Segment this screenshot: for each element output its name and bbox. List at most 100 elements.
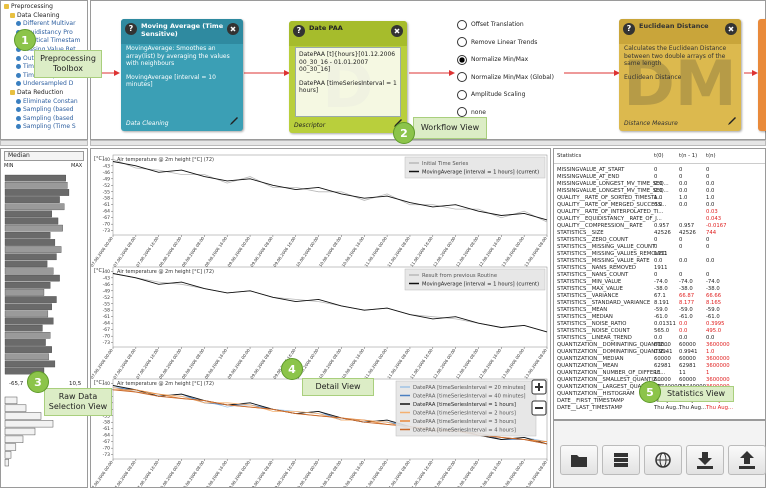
card-title: Date PAA bbox=[309, 24, 343, 32]
card-text: MovingAverage [interval = 10 minutes] bbox=[126, 73, 216, 89]
zoom-in[interactable] bbox=[531, 379, 547, 395]
normalization-option[interactable]: Normalize Min/Max (Global) bbox=[457, 72, 554, 84]
tree-item[interactable]: Different Multivar bbox=[23, 20, 76, 28]
scrollbar[interactable] bbox=[90, 140, 766, 146]
card-text: MovingAverage: Smoothes an array(list) b… bbox=[126, 45, 230, 67]
normalization-option[interactable]: none bbox=[457, 107, 486, 119]
close-icon[interactable] bbox=[725, 23, 737, 35]
globe-button[interactable] bbox=[644, 445, 682, 475]
stat-value: 66.66 bbox=[706, 293, 722, 299]
card-partial[interactable] bbox=[758, 19, 766, 131]
help-icon[interactable]: ? bbox=[293, 25, 305, 37]
zoom-controls bbox=[531, 379, 547, 416]
callout-label: Workflow View bbox=[413, 117, 487, 139]
x-tick-label: 10.08.2006 08:00 bbox=[318, 235, 343, 267]
stat-name: STATISTICS__MEDIAN bbox=[557, 314, 613, 320]
tree-item[interactable]: Eliminate Constan bbox=[23, 97, 78, 105]
series-line bbox=[112, 161, 548, 221]
legend-label: DatePAA [timeSeriesInterval = 3 hours] bbox=[413, 419, 516, 425]
tree-item[interactable]: Sampling (Time S bbox=[23, 123, 76, 131]
x-tick-label: 09.08.2006 00:00 bbox=[226, 347, 251, 379]
tree-item[interactable]: Data Cleaning bbox=[17, 11, 60, 19]
stat-value: -74.0 bbox=[706, 279, 720, 285]
stat-name: QUANTIZATION__NUMBER_OF_DIFFERE... bbox=[557, 370, 666, 376]
raw-bar bbox=[4, 310, 49, 318]
callout-number: 3 bbox=[27, 371, 49, 393]
stat-name: MISSINGVALUE_LONGEST_MV_TIME_SEQ... bbox=[557, 181, 669, 187]
open-button[interactable] bbox=[560, 445, 598, 475]
option-label: Remove Linear Trends bbox=[471, 38, 538, 46]
close-icon[interactable] bbox=[227, 23, 239, 35]
stat-value: 66.87 bbox=[679, 293, 695, 299]
stat-name: QUALITY__RATE_OF_MERGED_SUCCESS... bbox=[557, 202, 667, 208]
y-tick-label: -58 bbox=[103, 420, 110, 426]
x-tick-label: 07.08.2006 16:00 bbox=[135, 459, 160, 487]
distribution-bar bbox=[4, 443, 17, 451]
stat-value: 0.3995 bbox=[706, 321, 725, 327]
scrollbar[interactable] bbox=[0, 140, 88, 146]
upload-button[interactable] bbox=[728, 445, 766, 475]
help-icon[interactable]: ? bbox=[623, 23, 635, 35]
stat-value: 60000 bbox=[654, 342, 671, 348]
stat-value: 0.957 bbox=[654, 223, 670, 229]
tree-item[interactable]: Missing Value Ret bbox=[23, 46, 76, 53]
stat-value: 3600000 bbox=[706, 377, 730, 383]
stat-name: STATISTICS__MISSING_VALUE_COUNT bbox=[557, 244, 656, 250]
tree-item[interactable]: Data Reduction bbox=[17, 89, 64, 96]
edit-icon[interactable] bbox=[727, 116, 737, 128]
header-rule bbox=[554, 163, 765, 164]
x-tick-label: 08.08.2006 00:00 bbox=[158, 347, 183, 379]
stat-name: DATE__FIRST_TIMESTAMP bbox=[557, 398, 624, 404]
edit-icon[interactable] bbox=[229, 116, 239, 128]
workflow-card[interactable]: Moving Average (Time Sensitive)? MovingAv… bbox=[121, 19, 243, 131]
stat-value: 0.043 bbox=[706, 216, 722, 222]
stat-name: QUALITY__EQUIDISTANCY__RATE_OF_J... bbox=[557, 216, 662, 222]
tree-item[interactable]: Undersampled D bbox=[23, 80, 74, 88]
stat-value: 495.0 bbox=[706, 328, 722, 334]
download-button[interactable] bbox=[686, 445, 724, 475]
stat-value: -38.0 bbox=[706, 286, 720, 292]
x-tick-label: 07.08.2006 08:00 bbox=[112, 347, 137, 379]
stat-value: -61.0 bbox=[679, 314, 693, 320]
raw-bar bbox=[4, 267, 54, 275]
x-tick-label: 10.08.2006 16:00 bbox=[341, 347, 366, 379]
stat-value: 0.0 bbox=[654, 335, 663, 341]
stat-value: -38.0 bbox=[654, 286, 668, 292]
workflow-card[interactable]: DDate PAA?DatePAA [t]{hours}[01.12.2006 … bbox=[289, 21, 407, 133]
raw-bar bbox=[4, 289, 45, 296]
normalization-option[interactable]: Offset Translation bbox=[457, 19, 524, 31]
help-icon[interactable]: ? bbox=[125, 23, 137, 35]
workflow-card[interactable]: DM Euclidean Distance? Calculates the Eucl… bbox=[619, 19, 741, 131]
series-line bbox=[112, 273, 548, 333]
x-tick-label: 11.08.2006 16:00 bbox=[409, 347, 434, 379]
normalization-option[interactable]: Normalize Min/Max bbox=[457, 54, 528, 66]
stat-value: 0 bbox=[706, 174, 710, 180]
tree-item[interactable]: Sampling (based bbox=[23, 114, 74, 122]
radio-button bbox=[457, 107, 467, 117]
tree-item[interactable]: Preprocessing bbox=[11, 3, 53, 10]
x-tick-label: 12.08.2006 08:00 bbox=[455, 459, 480, 487]
aggregation-dropdown[interactable]: Median bbox=[4, 151, 84, 161]
y-tick-label: -55 bbox=[103, 413, 110, 419]
stat-value: 0 bbox=[654, 244, 658, 250]
stat-value: 0.0 bbox=[706, 258, 715, 264]
normalization-option[interactable]: Amplitude Scaling bbox=[457, 89, 525, 101]
zoom-out[interactable] bbox=[531, 400, 547, 416]
x-tick-label: 07.08.2006 08:00 bbox=[112, 235, 137, 267]
x-tick-label: 08.08.2006 00:00 bbox=[158, 459, 183, 487]
stat-value: 1911 bbox=[654, 251, 668, 257]
tree-item[interactable]: Sampling (based bbox=[23, 106, 74, 114]
x-tick-label: 08.08.2006 08:00 bbox=[181, 347, 206, 379]
y-axis-label: [°C] bbox=[94, 380, 104, 386]
list-button[interactable] bbox=[602, 445, 640, 475]
tree-item[interactable]: Identical Timestam bbox=[23, 37, 81, 45]
x-tick-label: 09.08.2006 16:00 bbox=[272, 235, 297, 267]
close-icon[interactable] bbox=[391, 25, 403, 37]
y-tick-label: -46 bbox=[103, 282, 110, 288]
x-tick-label: 12.08.2006 16:00 bbox=[478, 347, 503, 379]
normalization-option[interactable]: Remove Linear Trends bbox=[457, 37, 537, 49]
callout-label: Detail View bbox=[302, 378, 374, 396]
stat-name: STATISTICS__MEAN bbox=[557, 307, 608, 313]
raw-bar bbox=[4, 210, 52, 218]
tree-item[interactable]: Equidistancy Pro bbox=[23, 28, 73, 36]
